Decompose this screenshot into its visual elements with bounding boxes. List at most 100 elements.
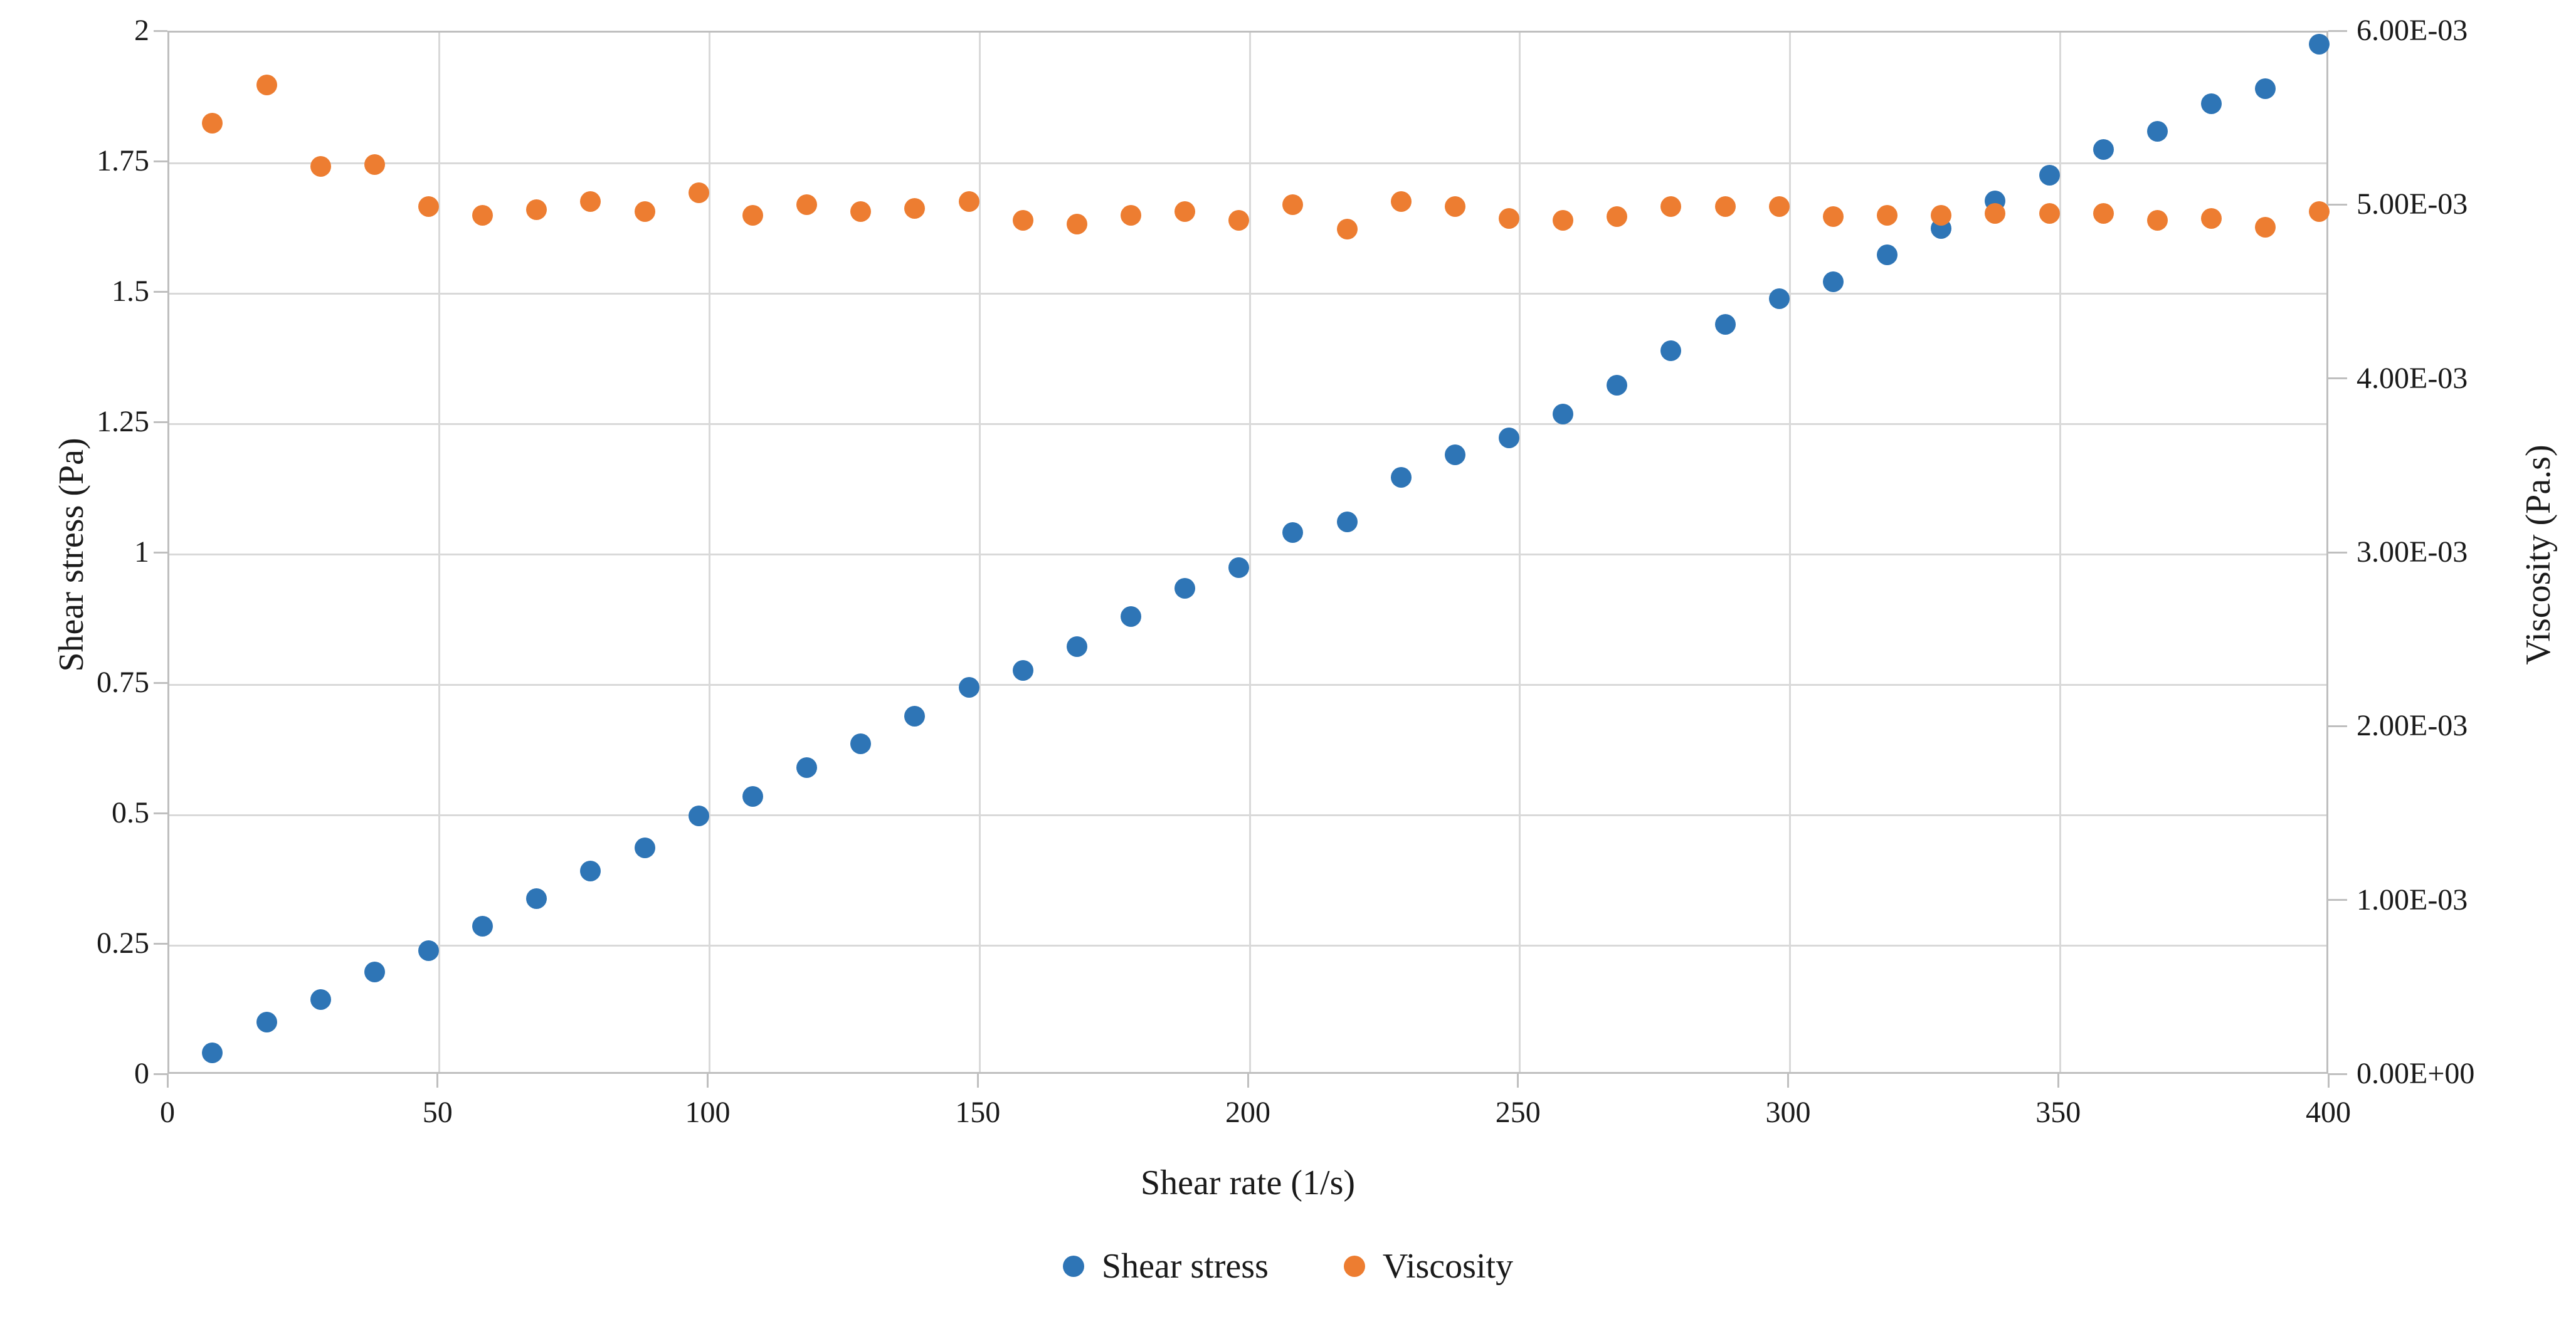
point-viscosity-x98	[688, 182, 709, 203]
legend: Shear stress Viscosity	[0, 1244, 2576, 1288]
point-viscosity-x28	[310, 156, 331, 177]
point-viscosity-x268	[1607, 206, 1628, 228]
point-viscosity-x238	[1444, 196, 1465, 217]
left-axis-label-0.5: 0.5	[112, 796, 149, 829]
right-axis-tick-6.00E-03	[2328, 29, 2347, 32]
point-shear-stress-x288	[1714, 314, 1736, 335]
point-viscosity-x398	[2309, 201, 2330, 223]
point-viscosity-x248	[1499, 208, 1520, 229]
x-axis-tick-200	[1247, 1074, 1249, 1088]
right-axis-tick-0.00E+00	[2328, 1073, 2347, 1075]
point-shear-stress-x148	[958, 677, 979, 698]
point-shear-stress-x158	[1012, 660, 1033, 681]
left-axis-label-1: 1	[134, 535, 149, 569]
point-viscosity-x158	[1012, 210, 1033, 231]
point-viscosity-x318	[1877, 204, 1898, 226]
gridline-y-1.75	[169, 162, 2326, 164]
right-axis-label-0.00E+00: 0.00E+00	[2357, 1057, 2475, 1090]
point-viscosity-x128	[850, 201, 872, 223]
plot-area	[167, 31, 2330, 1074]
gridline-x-300	[1789, 33, 1791, 1072]
point-viscosity-x178	[1120, 204, 1141, 226]
point-shear-stress-x298	[1768, 288, 1790, 309]
point-viscosity-x368	[2146, 210, 2168, 231]
point-shear-stress-x278	[1660, 340, 1682, 362]
point-viscosity-x58	[472, 204, 494, 226]
point-shear-stress-x138	[904, 706, 926, 727]
point-shear-stress-x28	[310, 989, 331, 1011]
point-shear-stress-x118	[796, 757, 818, 778]
point-shear-stress-x108	[742, 786, 763, 807]
right-axis-tick-5.00E-03	[2328, 203, 2347, 206]
right-axis-tick-4.00E-03	[2328, 377, 2347, 380]
left-axis-tick-1.5	[154, 290, 167, 293]
point-shear-stress-x8	[202, 1042, 223, 1063]
x-axis-tick-400	[2327, 1074, 2330, 1088]
point-viscosity-x298	[1768, 196, 1790, 217]
point-shear-stress-x38	[364, 961, 385, 982]
x-axis-title: Shear rate (1/s)	[1140, 1163, 1356, 1202]
x-axis-tick-50	[436, 1074, 439, 1088]
point-shear-stress-x228	[1390, 467, 1412, 488]
point-viscosity-x228	[1390, 191, 1412, 212]
point-viscosity-x8	[202, 112, 223, 134]
point-shear-stress-x178	[1120, 606, 1141, 627]
gridline-y-1.25	[169, 423, 2326, 425]
point-viscosity-x288	[1714, 196, 1736, 217]
point-viscosity-x148	[958, 191, 979, 212]
point-shear-stress-x398	[2309, 33, 2330, 55]
point-shear-stress-x208	[1282, 522, 1304, 543]
x-axis-label-250: 250	[1495, 1096, 1541, 1129]
point-viscosity-x188	[1175, 201, 1196, 223]
right-axis-label-1.00E-03: 1.00E-03	[2357, 883, 2468, 916]
left-axis-label-0.25: 0.25	[97, 927, 149, 960]
point-shear-stress-x128	[850, 733, 872, 755]
gridline-x-150	[978, 33, 981, 1072]
point-shear-stress-x258	[1553, 403, 1574, 424]
point-viscosity-x328	[1931, 204, 1952, 226]
x-axis-tick-250	[1517, 1074, 1519, 1088]
x-axis-tick-0	[166, 1074, 169, 1088]
left-axis-tick-1.75	[154, 160, 167, 162]
right-axis-tick-3.00E-03	[2328, 551, 2347, 554]
left-axis-tick-2	[154, 29, 167, 32]
right-axis-label-4.00E-03: 4.00E-03	[2357, 361, 2468, 395]
gridline-y-1.5	[169, 292, 2326, 295]
point-viscosity-x308	[1822, 206, 1844, 228]
point-shear-stress-x218	[1336, 511, 1358, 532]
legend-item-shear-stress: Shear stress	[1062, 1244, 1269, 1288]
gridline-x-50	[438, 33, 441, 1072]
gridline-x-350	[2059, 33, 2061, 1072]
gridline-y-0.5	[169, 814, 2326, 816]
point-viscosity-x118	[796, 194, 818, 216]
x-axis-label-300: 300	[1765, 1096, 1811, 1129]
point-viscosity-x48	[418, 196, 440, 217]
gridline-x-250	[1519, 33, 1521, 1072]
point-shear-stress-x188	[1175, 578, 1196, 599]
point-shear-stress-x248	[1499, 427, 1520, 448]
point-viscosity-x278	[1660, 196, 1682, 217]
point-viscosity-x108	[742, 204, 763, 226]
point-viscosity-x138	[904, 197, 926, 219]
point-shear-stress-x68	[526, 888, 547, 910]
left-axis-label-2: 2	[134, 14, 149, 47]
left-axis-tick-0.75	[154, 681, 167, 684]
left-axis-label-1.75: 1.75	[97, 144, 149, 177]
point-viscosity-x338	[1985, 202, 2006, 224]
point-shear-stress-x268	[1607, 374, 1628, 396]
point-viscosity-x78	[580, 191, 601, 212]
point-shear-stress-x238	[1444, 444, 1465, 466]
gridline-x-200	[1248, 33, 1251, 1072]
point-viscosity-x208	[1282, 194, 1304, 216]
legend-item-viscosity: Viscosity	[1343, 1244, 1513, 1288]
point-viscosity-x218	[1336, 218, 1358, 239]
gridline-y-0.25	[169, 944, 2326, 947]
point-shear-stress-x308	[1822, 271, 1844, 293]
point-shear-stress-x318	[1877, 244, 1898, 265]
left-axis-label-0.75: 0.75	[97, 666, 149, 699]
right-axis-label-6.00E-03: 6.00E-03	[2357, 14, 2468, 47]
left-axis-tick-0.5	[154, 812, 167, 814]
point-shear-stress-x58	[472, 915, 494, 937]
x-axis-label-0: 0	[160, 1096, 175, 1129]
